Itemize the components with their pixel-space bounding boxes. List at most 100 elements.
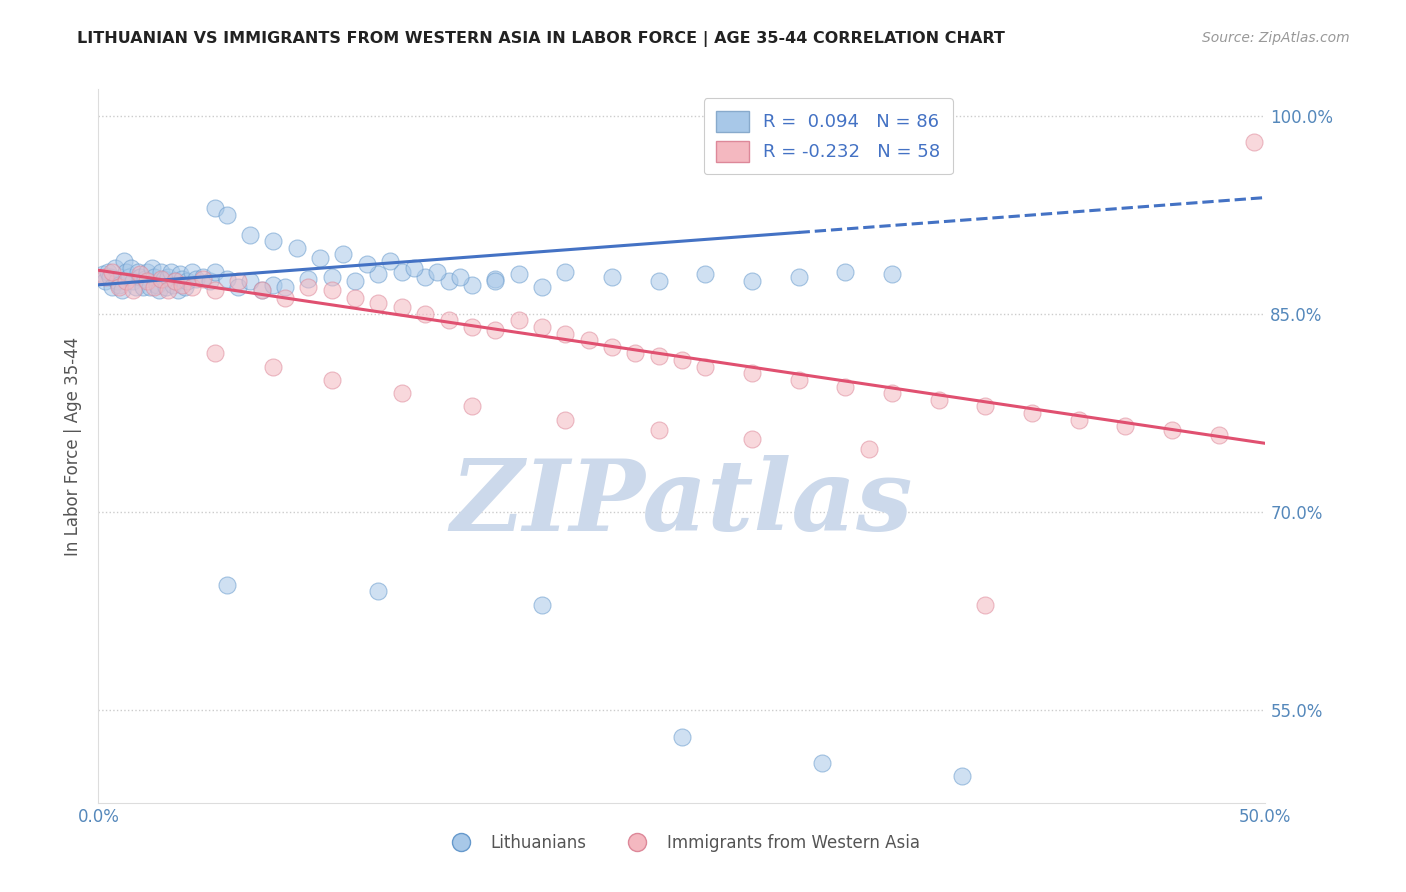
Point [157,283,180,297]
Point [600,269,623,284]
Point [671,353,693,368]
Point [321,373,343,387]
Point [787,373,810,387]
Point [152,272,174,286]
Point [129,267,152,281]
Point [321,269,343,284]
Point [169,267,191,281]
Point [129,269,152,284]
Point [215,578,238,592]
Point [215,208,238,222]
Point [391,300,413,314]
Point [974,598,997,612]
Point [321,283,343,297]
Point [344,274,367,288]
Point [193,272,215,286]
Point [127,264,149,278]
Point [122,283,145,297]
Point [239,227,262,242]
Point [600,340,623,354]
Point [239,274,262,288]
Point [115,264,138,278]
Point [204,201,226,215]
Point [484,323,506,337]
Point [741,433,763,447]
Point [204,346,226,360]
Point [1243,135,1265,149]
Point [554,326,576,341]
Point [413,307,436,321]
Text: LITHUANIAN VS IMMIGRANTS FROM WESTERN ASIA IN LABOR FORCE | AGE 35-44 CORRELATIO: LITHUANIAN VS IMMIGRANTS FROM WESTERN AS… [77,31,1005,47]
Point [647,274,669,288]
Point [166,283,188,297]
Point [200,274,222,288]
Point [530,280,553,294]
Point [391,386,413,401]
Point [297,272,319,286]
Point [94,269,117,284]
Point [695,267,717,281]
Point [449,269,471,284]
Point [122,274,145,288]
Point [155,280,177,294]
Point [118,269,141,284]
Point [391,264,413,278]
Point [215,272,238,286]
Point [91,267,114,281]
Point [108,280,131,294]
Point [115,274,138,288]
Point [274,280,297,294]
Point [1114,419,1136,434]
Legend: Lithuanians, Immigrants from Western Asia: Lithuanians, Immigrants from Western Asi… [437,828,927,859]
Point [367,584,389,599]
Point [105,274,128,288]
Point [1021,406,1043,420]
Point [484,274,506,288]
Point [928,392,950,407]
Point [647,349,669,363]
Point [426,264,449,278]
Point [695,359,717,374]
Point [141,260,163,275]
Y-axis label: In Labor Force | Age 35-44: In Labor Force | Age 35-44 [65,336,83,556]
Point [834,264,856,278]
Point [437,274,460,288]
Point [554,264,576,278]
Point [578,333,600,347]
Point [508,267,530,281]
Point [101,264,124,278]
Point [671,730,693,744]
Point [148,283,170,297]
Point [108,277,131,292]
Point [112,254,135,268]
Text: Source: ZipAtlas.com: Source: ZipAtlas.com [1202,31,1350,45]
Point [461,277,484,292]
Point [139,280,162,294]
Point [172,272,194,286]
Point [150,264,173,278]
Point [484,272,506,286]
Point [834,379,856,393]
Point [165,274,187,288]
Point [787,269,810,284]
Point [309,252,332,266]
Point [858,442,880,456]
Point [157,269,180,284]
Point [402,260,425,275]
Point [413,269,436,284]
Point [741,274,763,288]
Point [134,272,156,286]
Point [624,346,647,360]
Point [530,598,553,612]
Point [104,260,127,275]
Point [162,277,184,292]
Point [204,264,226,278]
Point [356,257,378,271]
Point [136,264,159,278]
Point [554,412,576,426]
Point [111,283,134,297]
Point [647,423,669,437]
Point [146,277,169,292]
Point [159,264,181,278]
Point [262,234,284,248]
